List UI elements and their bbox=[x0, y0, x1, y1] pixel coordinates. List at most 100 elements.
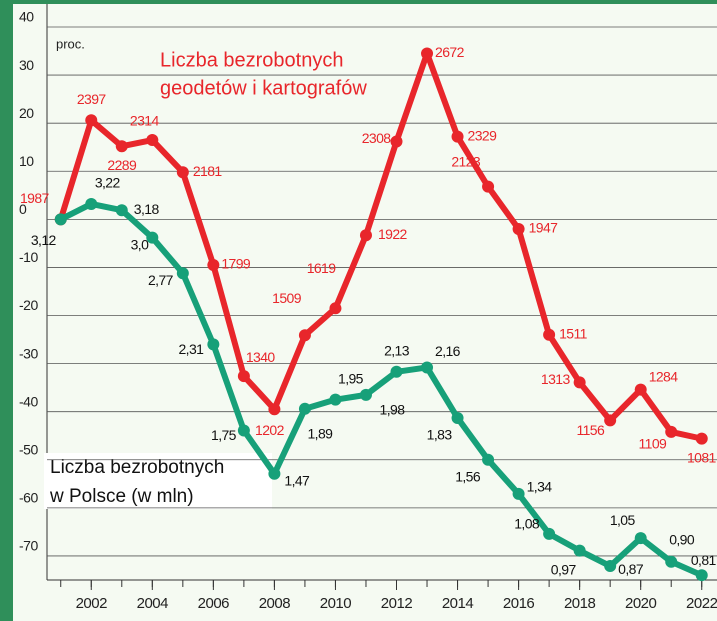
data-label: 1,95 bbox=[338, 370, 364, 386]
data-label: 1,75 bbox=[211, 427, 237, 443]
x-tick-label: 2002 bbox=[76, 595, 108, 612]
data-label: 1509 bbox=[272, 290, 302, 306]
data-point bbox=[665, 425, 678, 438]
data-point bbox=[573, 376, 586, 389]
data-label: 2314 bbox=[130, 113, 160, 129]
data-point bbox=[54, 213, 67, 226]
data-point bbox=[207, 259, 220, 272]
y-tick-label: 40 bbox=[19, 9, 34, 25]
data-point bbox=[512, 487, 525, 500]
data-label: 1313 bbox=[541, 371, 571, 387]
data-label: 1202 bbox=[255, 422, 285, 438]
y-tick-label: 30 bbox=[19, 57, 34, 73]
y-tick-label: -30 bbox=[19, 345, 38, 361]
x-tick-label: 2016 bbox=[503, 595, 535, 612]
data-label: 2308 bbox=[362, 130, 392, 146]
data-point bbox=[482, 453, 495, 466]
data-point bbox=[543, 527, 556, 540]
data-label: 1,89 bbox=[307, 426, 333, 442]
y-tick-label: 10 bbox=[19, 153, 34, 169]
data-point bbox=[268, 403, 281, 416]
data-point bbox=[268, 467, 281, 480]
data-point bbox=[298, 402, 311, 415]
data-label: 0,97 bbox=[551, 561, 577, 577]
data-point bbox=[146, 134, 159, 147]
data-label: 2181 bbox=[193, 163, 223, 179]
data-point bbox=[85, 114, 98, 127]
data-point bbox=[451, 130, 464, 143]
data-label: 2123 bbox=[451, 153, 481, 169]
data-point bbox=[176, 166, 189, 179]
data-point bbox=[237, 370, 250, 383]
data-label: 2,31 bbox=[178, 341, 204, 357]
data-label: 1,98 bbox=[380, 402, 406, 418]
data-point bbox=[573, 544, 586, 557]
data-point bbox=[665, 555, 678, 568]
x-tick-label: 2018 bbox=[564, 595, 596, 612]
data-point bbox=[512, 222, 525, 235]
data-label: 1947 bbox=[529, 220, 559, 236]
data-label: 1109 bbox=[638, 436, 667, 452]
data-point bbox=[359, 388, 372, 401]
data-label: 0,90 bbox=[669, 531, 695, 547]
y-tick-label: -70 bbox=[19, 538, 38, 554]
data-label: 3,12 bbox=[31, 232, 57, 248]
series-line bbox=[57, 50, 703, 442]
data-point bbox=[390, 365, 403, 378]
x-tick-label: 2022 bbox=[686, 595, 717, 612]
data-label: 1,34 bbox=[527, 479, 553, 495]
data-point bbox=[85, 197, 98, 210]
x-tick-label: 2006 bbox=[198, 595, 230, 612]
data-label: 1081 bbox=[687, 449, 717, 465]
y-axis-label: proc. bbox=[56, 36, 85, 51]
data-label: 1511 bbox=[559, 325, 588, 341]
data-label: 1922 bbox=[378, 226, 408, 242]
x-tick-label: 2008 bbox=[259, 595, 291, 612]
data-label: 1987 bbox=[20, 190, 50, 206]
data-point bbox=[359, 229, 372, 242]
x-tick-label: 2010 bbox=[320, 595, 352, 612]
data-label: 0,81 bbox=[691, 552, 717, 568]
series-label: Liczba bezrobotnych bbox=[50, 457, 224, 478]
data-point bbox=[329, 393, 342, 406]
y-tick-label: -40 bbox=[19, 393, 38, 409]
data-point bbox=[298, 329, 311, 342]
series-line bbox=[59, 200, 703, 578]
y-tick-label: -60 bbox=[19, 490, 38, 506]
data-point bbox=[421, 47, 434, 60]
data-label: 2329 bbox=[468, 127, 498, 143]
data-label: 0,87 bbox=[618, 561, 644, 577]
data-label: 1340 bbox=[246, 349, 276, 365]
y-tick-label: 0 bbox=[19, 201, 27, 217]
data-point bbox=[604, 560, 617, 573]
data-label: 1156 bbox=[576, 422, 605, 438]
y-tick-label: -10 bbox=[19, 249, 38, 265]
data-label: 2672 bbox=[435, 44, 465, 60]
data-point bbox=[115, 204, 128, 217]
data-point bbox=[237, 424, 250, 437]
data-label: 1,47 bbox=[284, 472, 310, 488]
data-point bbox=[329, 302, 342, 315]
x-tick-label: 2014 bbox=[442, 595, 474, 612]
data-label: 1,08 bbox=[514, 516, 540, 532]
series-label: geodetów i kartografów bbox=[160, 77, 367, 99]
data-point bbox=[115, 140, 128, 153]
y-tick-label: -50 bbox=[19, 441, 38, 457]
data-point bbox=[207, 338, 220, 351]
label-box bbox=[44, 453, 272, 509]
series-label: w Polsce (w mln) bbox=[49, 486, 194, 507]
data-point bbox=[146, 231, 159, 244]
data-label: 3,22 bbox=[95, 175, 121, 191]
data-label: 1,05 bbox=[610, 512, 636, 528]
data-label: 1,56 bbox=[455, 468, 481, 484]
data-label: 2,13 bbox=[384, 342, 410, 358]
y-tick-label: -20 bbox=[19, 297, 38, 313]
data-label: 2397 bbox=[77, 91, 107, 107]
data-point bbox=[390, 135, 403, 148]
data-point bbox=[695, 569, 708, 582]
y-tick-label: 20 bbox=[19, 105, 34, 121]
data-label: 1,83 bbox=[427, 427, 453, 443]
data-label: 3,18 bbox=[134, 201, 160, 217]
